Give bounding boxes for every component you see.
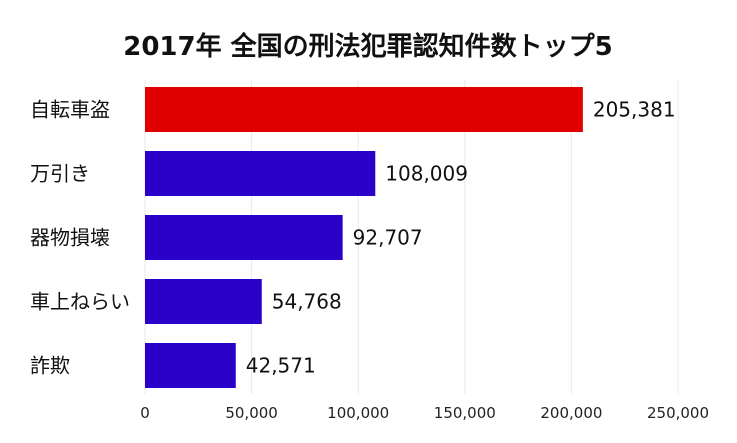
x-axis-ticks: 0 50,000 100,000 150,000 200,000 250,000 <box>140 404 709 422</box>
x-tick-label: 250,000 <box>647 404 709 422</box>
value-label: 92,707 <box>353 226 423 250</box>
x-tick-label: 150,000 <box>434 404 496 422</box>
x-tick-label: 200,000 <box>540 404 602 422</box>
gridlines <box>144 80 679 394</box>
bar-5 <box>145 343 236 388</box>
value-label: 42,571 <box>246 354 316 378</box>
value-label: 54,768 <box>272 290 342 314</box>
category-label: 自転車盗 <box>30 98 110 122</box>
x-tick-label: 50,000 <box>225 404 278 422</box>
bars <box>145 87 583 388</box>
category-label: 車上ねらい <box>30 290 130 314</box>
bar-3 <box>145 215 343 260</box>
bar-1 <box>145 87 583 132</box>
chart-title: 2017年 全国の刑法犯罪認知件数トップ5 <box>123 31 613 62</box>
category-label: 詐欺 <box>30 354 70 378</box>
category-label: 万引き <box>30 162 90 186</box>
bar-2 <box>145 151 376 196</box>
value-label: 108,009 <box>385 162 468 186</box>
bar-4 <box>145 279 262 324</box>
category-label: 器物損壊 <box>30 226 110 250</box>
x-tick-label: 0 <box>140 404 150 422</box>
labels: 自転車盗 205,381 万引き 108,009 器物損壊 92,707 車上ねらい 54,7… <box>30 98 676 378</box>
value-label: 205,381 <box>593 98 676 122</box>
x-tick-label: 100,000 <box>327 404 389 422</box>
